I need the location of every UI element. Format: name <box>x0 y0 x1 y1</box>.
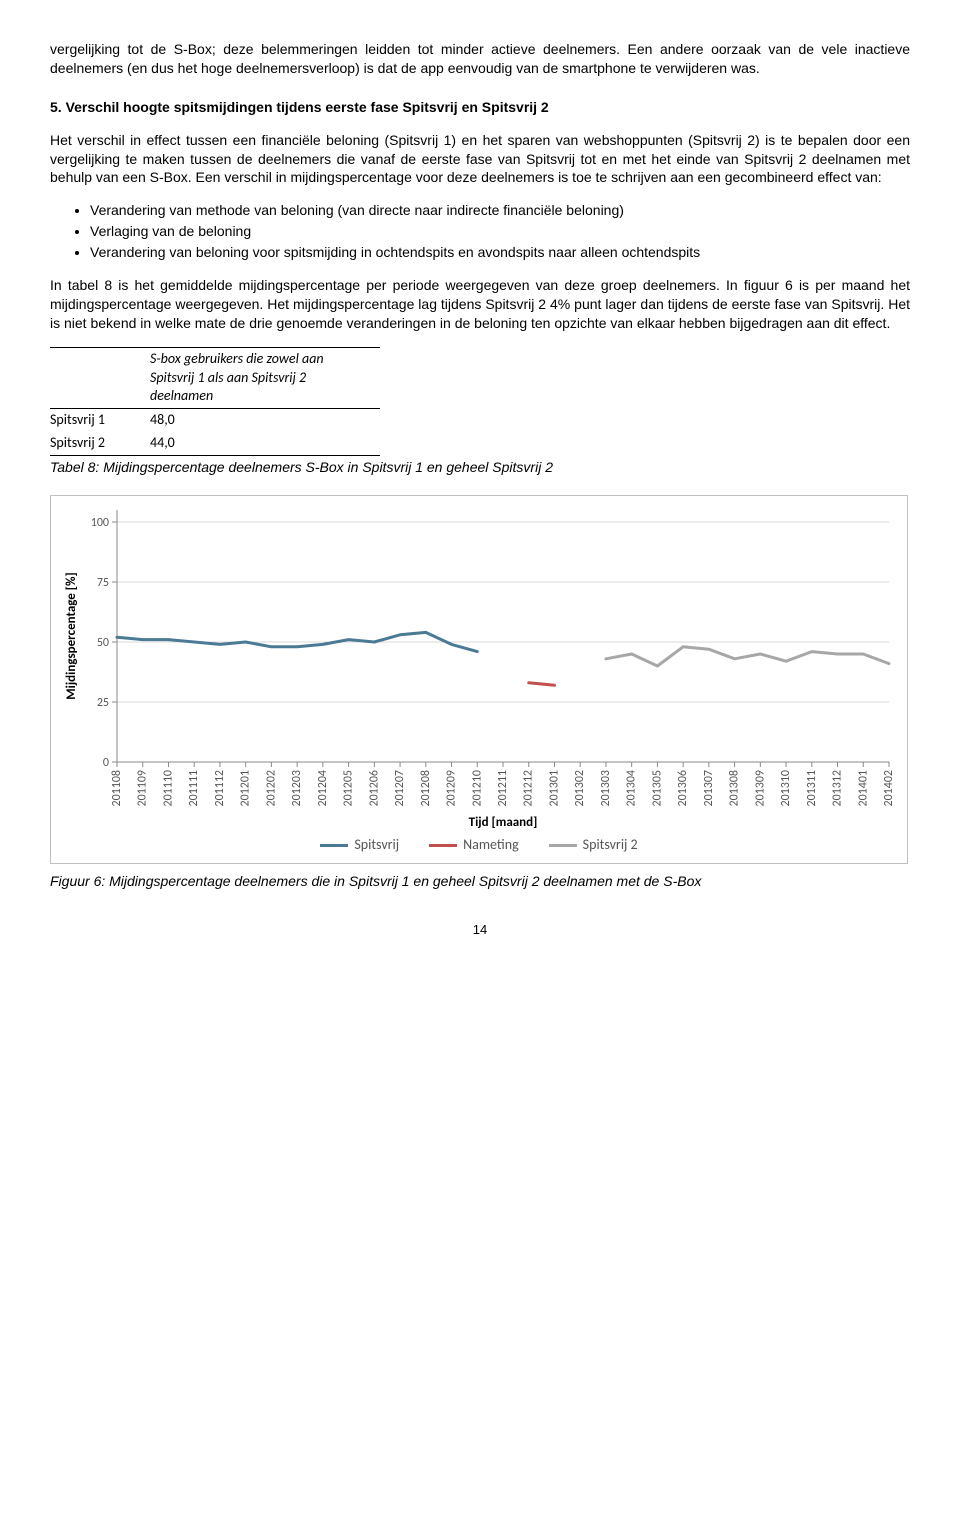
table-row: Spitsvrij 2 44,0 <box>50 432 380 455</box>
svg-text:201205: 201205 <box>342 770 356 807</box>
svg-text:201112: 201112 <box>213 770 227 807</box>
svg-text:201310: 201310 <box>779 770 793 807</box>
paragraph-2: In tabel 8 is het gemiddelde mijdingsper… <box>50 276 910 333</box>
svg-text:201109: 201109 <box>136 770 150 807</box>
table-8: S-box gebruikers die zowel aan Spitsvrij… <box>50 347 380 456</box>
svg-text:201201: 201201 <box>239 770 253 807</box>
svg-text:201211: 201211 <box>496 770 510 807</box>
svg-text:201207: 201207 <box>393 770 407 807</box>
svg-text:201110: 201110 <box>161 770 175 807</box>
section-heading: 5. Verschil hoogte spitsmijdingen tijden… <box>50 98 910 117</box>
svg-text:201312: 201312 <box>831 770 845 807</box>
svg-text:201308: 201308 <box>728 770 742 807</box>
bullet-item: Verandering van methode van beloning (va… <box>90 201 910 220</box>
table-row: Spitsvrij 1 48,0 <box>50 409 380 432</box>
legend-item: Spitsvrij <box>320 836 399 855</box>
figure-6-chart: 0 25 50 75 100 201108 201109 201110 201111 201112… <box>50 495 908 864</box>
svg-text:201306: 201306 <box>676 770 690 807</box>
svg-text:201209: 201209 <box>445 770 459 807</box>
svg-text:201212: 201212 <box>522 770 536 807</box>
svg-text:100: 100 <box>91 516 109 530</box>
svg-text:201206: 201206 <box>367 770 381 807</box>
svg-text:201309: 201309 <box>753 770 767 807</box>
svg-text:201208: 201208 <box>419 770 433 807</box>
page-number: 14 <box>50 921 910 939</box>
svg-text:201302: 201302 <box>573 770 587 807</box>
figure-caption: Figuur 6: Mijdingspercentage deelnemers … <box>50 872 910 891</box>
svg-text:25: 25 <box>97 696 109 710</box>
paragraph-1: Het verschil in effect tussen een financ… <box>50 131 910 188</box>
legend-item: Spitsvrij 2 <box>549 836 638 855</box>
svg-text:201307: 201307 <box>702 770 716 807</box>
svg-text:201303: 201303 <box>599 770 613 807</box>
legend-item: Nameting <box>429 836 519 855</box>
svg-text:201311: 201311 <box>805 770 819 807</box>
table-header: S-box gebruikers die zowel aan Spitsvrij… <box>150 347 380 409</box>
intro-paragraph: vergelijking tot de S-Box; deze belemmer… <box>50 40 910 78</box>
chart-legend: Spitsvrij Nameting Spitsvrij 2 <box>57 832 901 861</box>
svg-text:201111: 201111 <box>187 770 201 807</box>
svg-text:201210: 201210 <box>470 770 484 807</box>
bullet-list: Verandering van methode van beloning (va… <box>50 201 910 262</box>
svg-text:201108: 201108 <box>110 770 124 807</box>
svg-text:201305: 201305 <box>650 770 664 807</box>
svg-text:201401: 201401 <box>856 770 870 807</box>
svg-text:Tijd [maand]: Tijd [maand] <box>469 815 538 830</box>
svg-text:201304: 201304 <box>625 770 639 807</box>
svg-text:201202: 201202 <box>264 770 278 807</box>
svg-text:0: 0 <box>103 756 109 770</box>
svg-text:50: 50 <box>97 636 109 650</box>
svg-text:201301: 201301 <box>547 770 561 807</box>
svg-text:201402: 201402 <box>882 770 896 807</box>
svg-text:Mijdingspercentage [%]: Mijdingspercentage [%] <box>64 572 79 699</box>
svg-text:201203: 201203 <box>290 770 304 807</box>
table-caption: Tabel 8: Mijdingspercentage deelnemers S… <box>50 458 910 477</box>
svg-text:201204: 201204 <box>316 770 330 807</box>
svg-text:75: 75 <box>97 576 109 590</box>
line-chart-svg: 0 25 50 75 100 201108 201109 201110 201111 201112… <box>57 502 901 832</box>
bullet-item: Verandering van beloning voor spitsmijdi… <box>90 243 910 262</box>
bullet-item: Verlaging van de beloning <box>90 222 910 241</box>
